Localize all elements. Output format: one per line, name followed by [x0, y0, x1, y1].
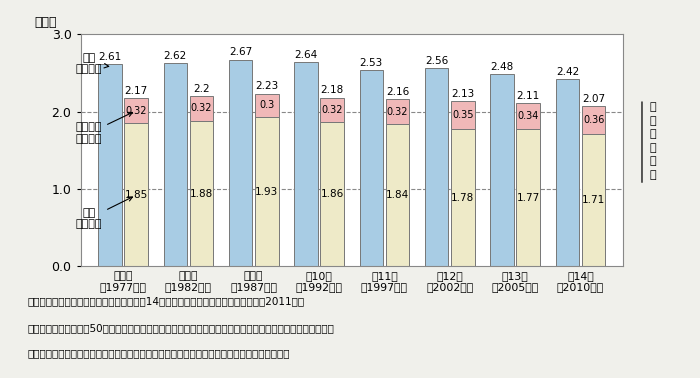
Text: 2.07: 2.07 — [582, 94, 605, 104]
Text: 0.34: 0.34 — [517, 111, 539, 121]
Bar — [98, 64, 122, 266]
Bar — [517, 129, 540, 266]
Text: 定: 定 — [650, 116, 656, 126]
Text: 1.93: 1.93 — [256, 187, 279, 197]
Bar — [125, 98, 148, 123]
Text: 0.32: 0.32 — [387, 107, 408, 116]
Text: 注：対象は妻の年齢50歳未満の初婚どうしの夫婦。予定子ども数は現存子ども数と追加予定子ども数の和: 注：対象は妻の年齢50歳未満の初婚どうしの夫婦。予定子ども数は現存子ども数と追加… — [28, 323, 335, 333]
Text: 2.11: 2.11 — [517, 91, 540, 101]
Text: ど: ど — [650, 143, 656, 153]
Text: 2.53: 2.53 — [360, 58, 383, 68]
Text: 2.13: 2.13 — [452, 89, 475, 99]
Bar — [255, 117, 279, 266]
Bar — [255, 94, 279, 117]
Text: 0.35: 0.35 — [452, 110, 474, 120]
Bar — [582, 106, 606, 134]
Text: 1.77: 1.77 — [517, 193, 540, 203]
Bar — [517, 103, 540, 129]
Bar — [294, 62, 318, 266]
Bar — [125, 123, 148, 266]
Text: 2.61: 2.61 — [98, 52, 122, 62]
Text: 0.36: 0.36 — [583, 115, 604, 125]
Text: 2.64: 2.64 — [295, 50, 318, 60]
Text: 2.2: 2.2 — [193, 84, 210, 94]
Bar — [425, 68, 449, 266]
Text: 2.56: 2.56 — [425, 56, 448, 66]
Text: 予: 予 — [650, 102, 656, 112]
Text: 2.48: 2.48 — [491, 62, 514, 72]
Bar — [360, 70, 383, 266]
Text: も: も — [650, 156, 656, 166]
Text: 数: 数 — [650, 170, 656, 180]
Text: 追加予定
子ども数: 追加予定 子ども数 — [76, 112, 132, 144]
Bar — [451, 129, 475, 266]
Text: 1.71: 1.71 — [582, 195, 606, 205]
Text: 0.32: 0.32 — [190, 104, 212, 113]
Text: 0.32: 0.32 — [321, 105, 343, 115]
Bar — [451, 101, 475, 129]
Bar — [321, 122, 344, 266]
Bar — [229, 60, 253, 266]
Text: 1.84: 1.84 — [386, 190, 409, 200]
Bar — [164, 64, 187, 266]
Text: 子: 子 — [650, 129, 656, 139]
Text: 1.78: 1.78 — [452, 192, 475, 203]
Text: 1.85: 1.85 — [125, 190, 148, 200]
Text: 2.67: 2.67 — [229, 47, 252, 57]
Text: 2.42: 2.42 — [556, 67, 579, 77]
Text: 2.18: 2.18 — [321, 85, 344, 95]
Text: 1.86: 1.86 — [321, 189, 344, 200]
Bar — [490, 74, 514, 266]
Bar — [190, 121, 214, 266]
Bar — [582, 134, 606, 266]
Bar — [190, 96, 214, 121]
Text: （人）: （人） — [34, 16, 57, 29]
Text: 現存
子ども数: 現存 子ども数 — [76, 197, 132, 229]
Bar — [386, 99, 410, 124]
Text: 資料：国立社会保障・人口問題研究所「第14回出生動向基本調査（夫婦調査）」（2011年）: 資料：国立社会保障・人口問題研究所「第14回出生動向基本調査（夫婦調査）」（20… — [28, 296, 305, 306]
Text: 0.32: 0.32 — [125, 106, 147, 116]
Bar — [386, 124, 410, 266]
Text: 2.16: 2.16 — [386, 87, 409, 97]
Text: 2.62: 2.62 — [164, 51, 187, 61]
Bar — [321, 98, 344, 122]
Text: として算出。総数には結婚持続期間不詳を含む。各調査の年は調査を実施した年である。: として算出。総数には結婚持続期間不詳を含む。各調査の年は調査を実施した年である。 — [28, 348, 290, 358]
Bar — [556, 79, 579, 266]
Text: 2.17: 2.17 — [125, 86, 148, 96]
Text: 2.23: 2.23 — [256, 81, 279, 91]
Text: 1.88: 1.88 — [190, 189, 213, 199]
Text: 0.3: 0.3 — [259, 100, 274, 110]
Text: 理想
子ども数: 理想 子ども数 — [76, 53, 108, 74]
